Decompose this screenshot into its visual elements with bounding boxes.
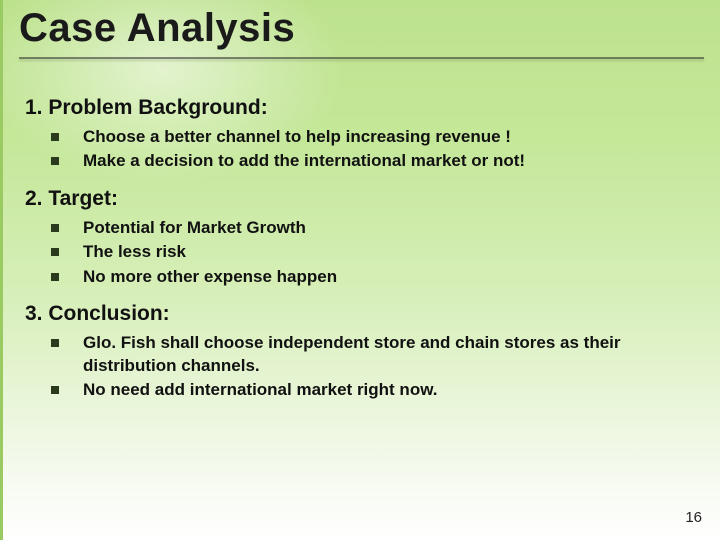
section-1-bullets: Choose a better channel to help increasi…	[25, 126, 690, 173]
section-3-bullets: Glo. Fish shall choose independent store…	[25, 332, 690, 401]
section-heading-1: 1. Problem Background:	[25, 96, 690, 120]
slide-title: Case Analysis	[19, 6, 704, 51]
section-heading-3: 3. Conclusion:	[25, 302, 690, 326]
list-item: The less risk	[25, 241, 690, 263]
list-item: Make a decision to add the international…	[25, 150, 690, 172]
page-number: 16	[685, 509, 702, 526]
list-item: Glo. Fish shall choose independent store…	[25, 332, 690, 377]
list-item: Choose a better channel to help increasi…	[25, 126, 690, 148]
section-heading-2: 2. Target:	[25, 187, 690, 211]
title-underline	[19, 57, 704, 59]
slide-body: 1. Problem Background: Choose a better c…	[25, 96, 690, 408]
list-item: Potential for Market Growth	[25, 217, 690, 239]
slide: Case Analysis 1. Problem Background: Cho…	[0, 0, 720, 540]
section-2-bullets: Potential for Market Growth The less ris…	[25, 217, 690, 288]
title-block: Case Analysis	[19, 6, 704, 59]
list-item: No need add international market right n…	[25, 379, 690, 401]
list-item: No more other expense happen	[25, 266, 690, 288]
